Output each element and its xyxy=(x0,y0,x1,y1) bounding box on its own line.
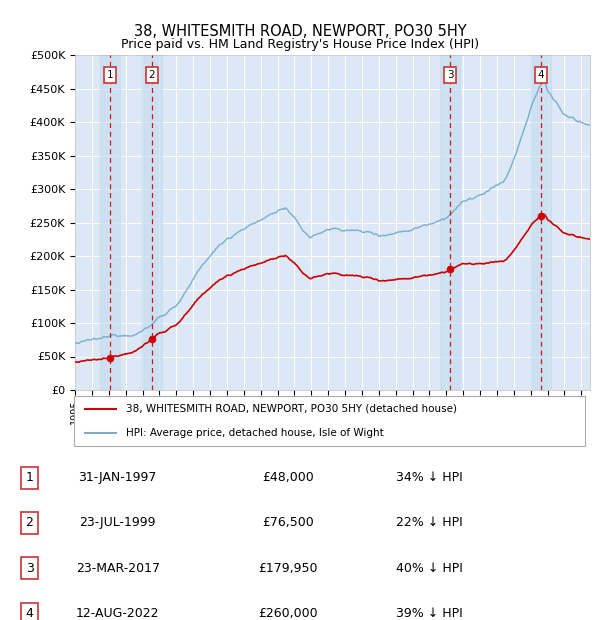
Bar xyxy=(440,55,460,390)
FancyBboxPatch shape xyxy=(74,396,584,446)
Text: 39% ↓ HPI: 39% ↓ HPI xyxy=(396,607,463,620)
Text: 38, WHITESMITH ROAD, NEWPORT, PO30 5HY: 38, WHITESMITH ROAD, NEWPORT, PO30 5HY xyxy=(134,24,466,38)
Text: 34% ↓ HPI: 34% ↓ HPI xyxy=(396,471,463,484)
Text: £179,950: £179,950 xyxy=(259,562,318,575)
Text: 2: 2 xyxy=(149,70,155,80)
Text: 3: 3 xyxy=(26,562,34,575)
Text: 31-JAN-1997: 31-JAN-1997 xyxy=(79,471,157,484)
Text: 23-MAR-2017: 23-MAR-2017 xyxy=(76,562,160,575)
Bar xyxy=(531,55,551,390)
Text: 23-JUL-1999: 23-JUL-1999 xyxy=(79,516,156,529)
Text: 4: 4 xyxy=(26,607,34,620)
Text: 22% ↓ HPI: 22% ↓ HPI xyxy=(396,516,463,529)
Text: HPI: Average price, detached house, Isle of Wight: HPI: Average price, detached house, Isle… xyxy=(126,428,384,438)
Text: 12-AUG-2022: 12-AUG-2022 xyxy=(76,607,160,620)
Text: 2: 2 xyxy=(26,516,34,529)
Text: 3: 3 xyxy=(447,70,454,80)
Bar xyxy=(142,55,162,390)
Text: £48,000: £48,000 xyxy=(262,471,314,484)
Text: 38, WHITESMITH ROAD, NEWPORT, PO30 5HY (detached house): 38, WHITESMITH ROAD, NEWPORT, PO30 5HY (… xyxy=(126,404,457,414)
Text: Price paid vs. HM Land Registry's House Price Index (HPI): Price paid vs. HM Land Registry's House … xyxy=(121,38,479,51)
Text: 40% ↓ HPI: 40% ↓ HPI xyxy=(396,562,463,575)
Text: 1: 1 xyxy=(26,471,34,484)
Text: £260,000: £260,000 xyxy=(259,607,318,620)
Text: £76,500: £76,500 xyxy=(262,516,314,529)
Text: 1: 1 xyxy=(107,70,113,80)
Text: 4: 4 xyxy=(538,70,545,80)
Bar xyxy=(100,55,120,390)
